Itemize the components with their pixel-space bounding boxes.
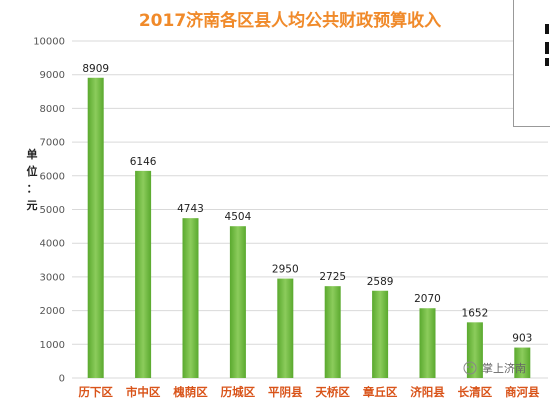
data-label: 2070 (414, 293, 441, 305)
category-label: 章丘区 (363, 385, 398, 399)
wechat-icon-dot (471, 366, 473, 368)
page-edge-fragment (513, 0, 550, 127)
bar (87, 77, 104, 379)
edge-mark (545, 58, 549, 66)
wechat-icon-dot (467, 366, 469, 368)
bar (182, 218, 199, 378)
wechat-icon (463, 361, 477, 375)
y-tick-label: 1000 (40, 340, 65, 351)
gridlines (72, 40, 548, 379)
category-label: 济阳县 (410, 385, 445, 399)
category-label: 槐荫区 (172, 385, 208, 399)
y-axis-label-char: 位 (27, 164, 38, 178)
data-label: 1652 (462, 307, 489, 319)
bar (324, 286, 341, 378)
y-tick-label: 3000 (40, 272, 65, 283)
y-tick-label: 6000 (40, 171, 65, 182)
data-label: 4743 (177, 203, 204, 215)
data-label: 8909 (82, 63, 109, 75)
bar (229, 226, 246, 378)
data-labels: 8909 6146 4743 4504 2950 2725 2589 2070 1652 903 (82, 63, 532, 345)
data-label: 2950 (272, 264, 299, 276)
category-label: 平阴县 (268, 385, 303, 399)
y-axis-label: 单位 ： 元 (27, 147, 38, 212)
data-label: 6146 (130, 156, 157, 168)
y-tick-label: 7000 (40, 138, 65, 149)
category-label: 商河县 (505, 385, 540, 399)
bar (135, 170, 152, 378)
data-label: 2589 (367, 276, 394, 288)
y-axis-label-char: 元 (27, 199, 38, 212)
chart-title: 2017济南各区县人均公共财政预算收入 (139, 10, 441, 31)
y-tick-label: 4000 (40, 239, 65, 250)
bar (372, 290, 389, 378)
category-label: 历下区 (78, 385, 113, 399)
category-label: 市中区 (126, 385, 161, 399)
edge-mark (545, 42, 549, 54)
y-tick-label: 8000 (40, 104, 65, 115)
y-tick-label: 2000 (40, 306, 65, 317)
y-axis-ticks: 0 1000 2000 3000 4000 5000 6000 7000 8000 9000 100… (33, 37, 65, 385)
y-tick-label: 0 (59, 374, 65, 385)
watermark-text: 掌上济南 (482, 361, 526, 375)
data-label: 4504 (225, 211, 252, 223)
category-label: 历城区 (221, 385, 256, 399)
data-label: 2725 (319, 271, 346, 283)
bar (277, 278, 294, 378)
bar (466, 322, 483, 378)
category-label: 长清区 (458, 385, 493, 399)
bar (514, 347, 531, 378)
data-label: 903 (512, 333, 532, 345)
edge-mark (545, 24, 549, 34)
bars (87, 77, 531, 379)
watermark: 掌上济南 (463, 361, 526, 375)
y-tick-label: 9000 (40, 70, 65, 81)
y-tick-label: 5000 (40, 205, 65, 216)
bar (419, 308, 436, 378)
x-axis-categories: 历下区 市中区 槐荫区 历城区 平阴县 天桥区 章丘区 济阳县 长清区 商河县 (78, 385, 540, 399)
category-label: 天桥区 (315, 385, 350, 399)
y-tick-label: 10000 (33, 37, 65, 48)
y-axis-label-char: 单 (27, 147, 38, 161)
y-axis-label-char: ： (27, 182, 38, 195)
